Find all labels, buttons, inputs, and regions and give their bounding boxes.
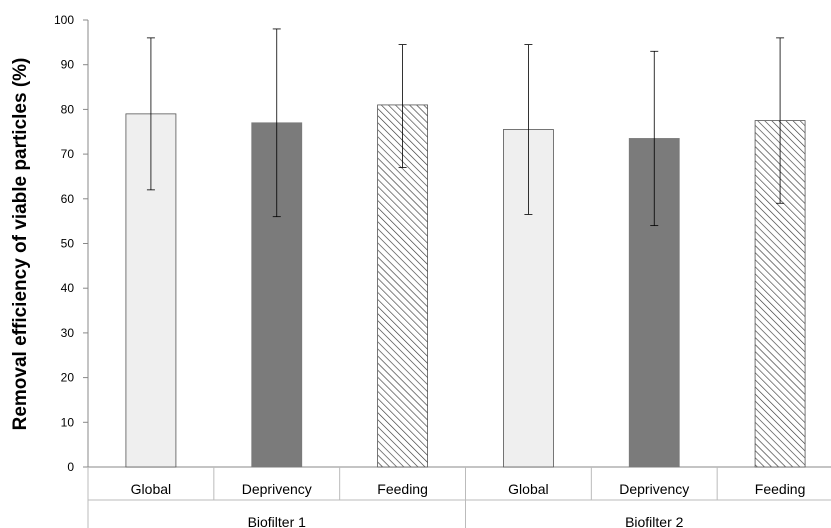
x-category-label: Deprivency [619,481,689,497]
y-tick-label: 50 [61,237,75,251]
x-category-label: Global [508,481,548,497]
y-tick-label: 100 [54,13,74,27]
plot-area: 0 10 20 30 40 50 60 70 80 90 100 Global Deprivency Fe… [54,13,831,528]
y-tick-label: 90 [61,58,75,72]
x-category-label: Feeding [755,481,806,497]
x-group-label: Biofilter 2 [625,514,684,528]
y-tick-label: 0 [67,460,74,474]
y-tick-label: 20 [61,371,75,385]
y-tick-label: 60 [61,192,75,206]
x-group-label: Biofilter 1 [248,514,307,528]
y-axis-title: Removal efficiency of viable particles (… [10,58,31,431]
y-tick-label: 30 [61,326,75,340]
y-tick-label: 10 [61,415,75,429]
x-category-label: Feeding [377,481,428,497]
y-tick-label: 80 [61,102,75,116]
y-tick-label: 40 [61,281,75,295]
y-tick-label: 70 [61,147,75,161]
x-category-label: Deprivency [242,481,312,497]
x-category-label: Global [131,481,171,497]
